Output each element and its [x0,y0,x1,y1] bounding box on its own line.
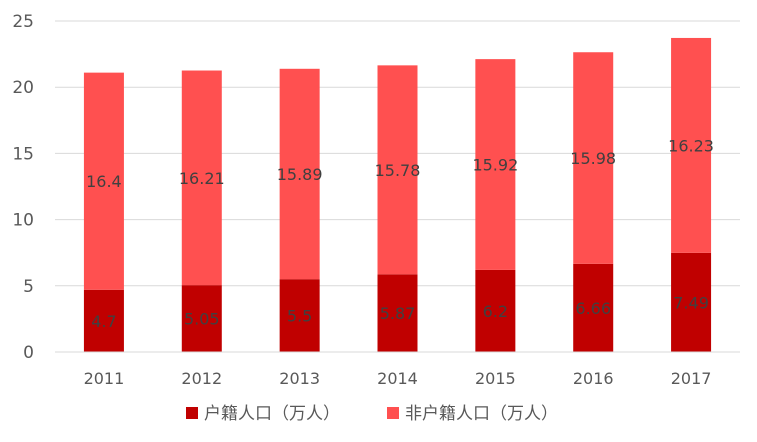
x-tick-label: 2016 [573,369,614,388]
data-label: 5.87 [380,304,416,323]
legend-label: 户籍人口（万人） [204,404,340,424]
data-label: 5.05 [184,310,220,329]
data-label: 6.66 [575,299,611,318]
x-tick-label: 2012 [181,369,222,388]
data-label: 7.49 [673,293,709,312]
legend-swatch [387,407,399,419]
x-axis: 2011 2012 2013 2014 2015 2016 2017 [55,351,740,388]
x-tick-label: 2011 [84,369,125,388]
data-label: 15.98 [570,149,616,168]
bar-segment-registered [475,269,516,352]
bar-segment-non-registered [671,37,712,253]
bar-segment-non-registered [83,72,124,290]
data-label: 15.92 [472,156,518,175]
data-label: 4.7 [91,312,116,331]
data-label: 6.2 [483,302,508,321]
bar-segment-non-registered [279,68,320,280]
bar-segment-registered [279,279,320,352]
bars [83,37,712,352]
y-tick-label: 25 [12,12,34,32]
bar-segment-non-registered [573,52,614,264]
bar-segment-registered [573,263,614,352]
data-label: 16.21 [179,169,225,188]
data-label: 5.5 [287,307,312,326]
y-tick-label: 0 [23,343,34,363]
y-tick-label: 20 [12,78,34,98]
data-label: 15.89 [277,165,323,184]
x-tick-label: 2017 [671,369,712,388]
bar-segment-registered [83,289,124,352]
bar-segment-registered [181,285,222,352]
x-tick-label: 2014 [377,369,418,388]
y-tick-label: 15 [12,144,34,164]
x-tick-label: 2015 [475,369,516,388]
legend: 户籍人口（万人） 非户籍人口（万人） [186,404,558,424]
bar-segment-registered [377,274,418,352]
bar-segment-registered [671,252,712,352]
x-tick-label: 2013 [279,369,320,388]
legend-swatch [186,407,198,419]
data-label: 16.4 [86,172,122,191]
data-label: 15.78 [375,161,421,180]
bar-segment-non-registered [181,70,222,286]
y-tick-label: 5 [23,277,34,297]
bar-segment-non-registered [475,59,516,270]
data-label: 16.23 [668,136,714,155]
data-labels: 4.7 16.4 5.05 16.21 5.5 15.89 5.87 15.78 6.2 15.9… [86,136,714,330]
y-axis: 0 5 10 15 20 25 [12,12,34,363]
y-tick-label: 10 [12,211,34,231]
bar-segment-non-registered [377,65,418,275]
legend-label: 非户籍人口（万人） [405,404,558,424]
